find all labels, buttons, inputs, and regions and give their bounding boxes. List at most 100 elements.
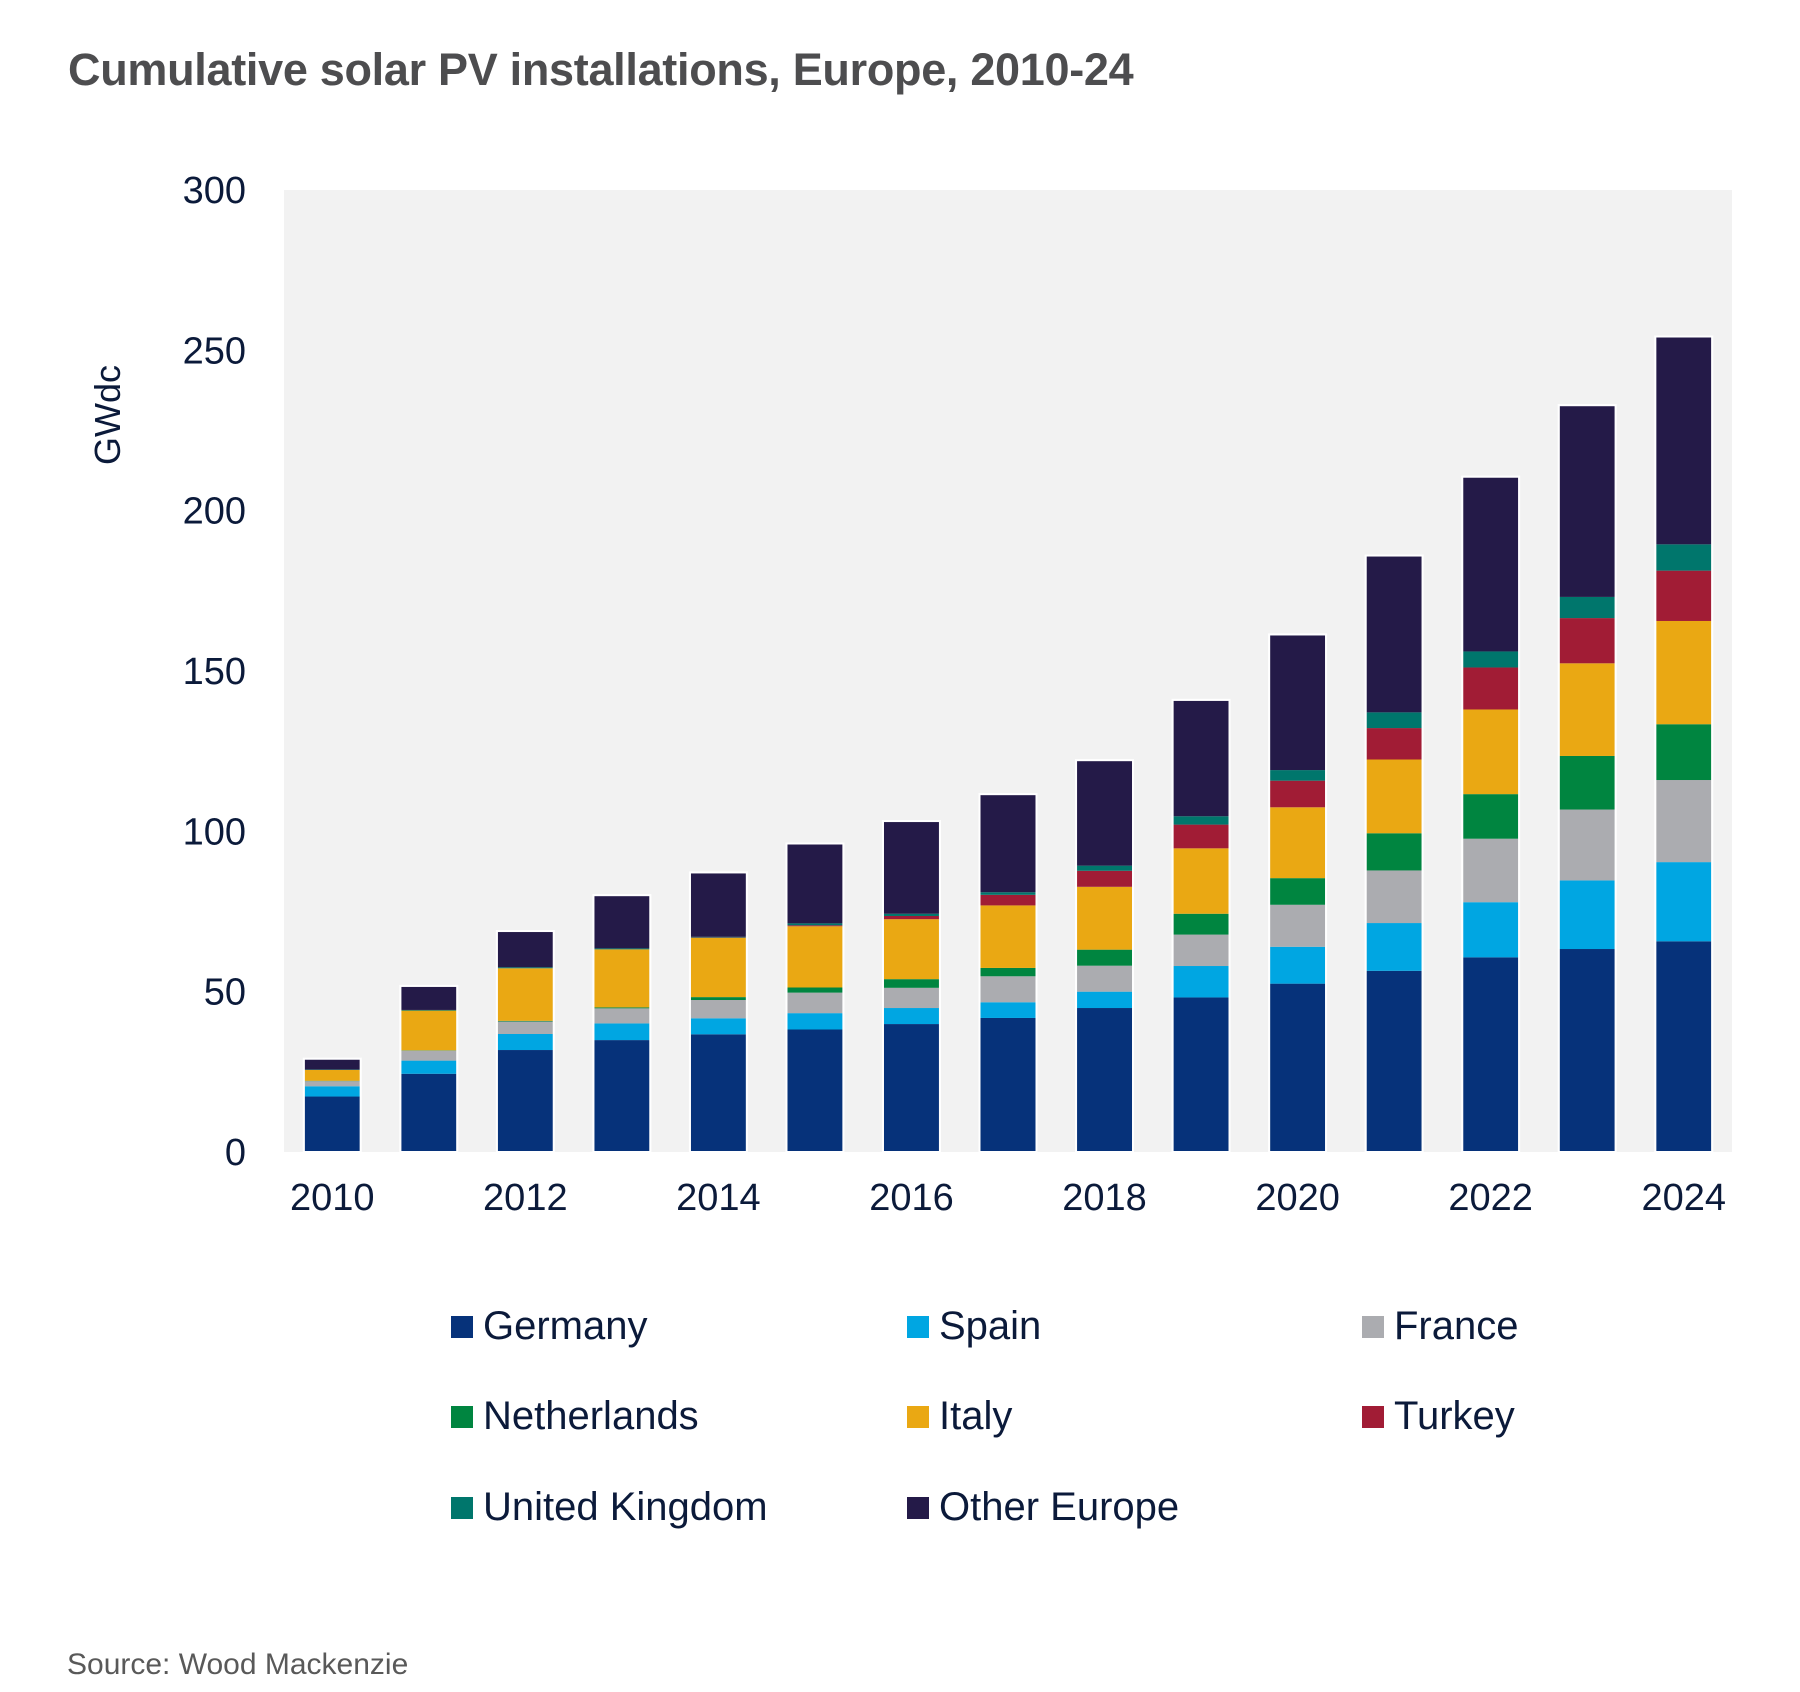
bar-segment-united-kingdom-2019 <box>1173 816 1229 825</box>
bar-outline <box>495 930 555 1153</box>
bar-segment-turkey-2017 <box>980 894 1036 906</box>
source-note: Source: Wood Mackenzie <box>67 1648 409 1681</box>
bar-segment-united-kingdom-2021 <box>1366 712 1422 729</box>
bar-segment-italy-2011 <box>401 1010 457 1051</box>
bar-segment-spain-2011 <box>401 1060 457 1074</box>
bar-segment-other-europe-2021 <box>1366 556 1422 713</box>
bar-segment-germany-2012 <box>497 1050 553 1152</box>
bar-outline <box>1654 335 1714 1153</box>
x-tick-label: 2012 <box>483 1177 568 1219</box>
x-tick-label: 2024 <box>1641 1177 1726 1219</box>
legend-item-other-europe: Other Europe <box>907 1485 1179 1530</box>
bar-segment-italy-2013 <box>594 949 650 1008</box>
y-tick-label: 150 <box>183 651 246 693</box>
bar-stack-2018 <box>1075 759 1135 1154</box>
bar-segment-italy-2015 <box>787 926 843 988</box>
bar-segment-germany-2010 <box>304 1096 360 1152</box>
bar-segment-germany-2021 <box>1366 970 1422 1152</box>
bar-stack-2021 <box>1364 554 1424 1153</box>
bar-segment-other-europe-2014 <box>690 873 746 937</box>
bar-outline <box>1557 404 1617 1153</box>
bar-segment-france-2024 <box>1656 780 1712 863</box>
y-tick-label: 0 <box>225 1132 246 1174</box>
bar-segment-spain-2018 <box>1077 991 1133 1009</box>
legend-label: Netherlands <box>483 1394 699 1438</box>
bar-segment-netherlands-2021 <box>1366 833 1422 871</box>
x-tick-label: 2014 <box>676 1177 761 1219</box>
bar-segment-netherlands-2017 <box>980 967 1036 977</box>
bar-segment-france-2017 <box>980 976 1036 1003</box>
bar-segment-other-europe-2020 <box>1270 635 1326 771</box>
y-tick-label: 200 <box>183 491 246 533</box>
bar-segment-spain-2017 <box>980 1002 1036 1018</box>
x-tick-label: 2020 <box>1255 1177 1340 1219</box>
bar-segment-spain-2015 <box>787 1013 843 1030</box>
bar-segment-germany-2014 <box>690 1034 746 1152</box>
x-tick-label: 2016 <box>869 1177 954 1219</box>
bar-outline <box>1364 554 1424 1153</box>
bar-outline <box>978 793 1038 1154</box>
x-tick-label: 2022 <box>1448 1177 1533 1219</box>
bar-segment-france-2018 <box>1077 965 1133 992</box>
chart-title: Cumulative solar PV installations, Europ… <box>68 44 1134 95</box>
bar-segment-netherlands-2023 <box>1559 755 1615 810</box>
bar-segment-united-kingdom-2015 <box>787 923 843 926</box>
bar-segment-other-europe-2018 <box>1077 761 1133 866</box>
bar-segment-netherlands-2022 <box>1463 794 1519 839</box>
legend-label: France <box>1394 1304 1519 1348</box>
bar-segment-netherlands-2024 <box>1656 724 1712 781</box>
legend-swatch <box>1362 1405 1384 1428</box>
bar-segment-other-europe-2011 <box>401 986 457 1010</box>
bar-segment-spain-2024 <box>1656 862 1712 942</box>
bar-segment-italy-2024 <box>1656 620 1712 725</box>
legend-label: United Kingdom <box>483 1485 768 1529</box>
bars <box>302 335 1714 1154</box>
bar-segment-other-europe-2019 <box>1173 700 1229 817</box>
legend-label: Turkey <box>1394 1394 1515 1438</box>
bar-segment-germany-2015 <box>787 1029 843 1152</box>
legend-swatch <box>451 1496 473 1519</box>
bar-outline <box>1171 698 1231 1154</box>
legend-swatch <box>1362 1315 1384 1338</box>
legend-item-turkey: Turkey <box>1362 1394 1515 1439</box>
legend-label: Italy <box>939 1394 1013 1438</box>
bar-segment-united-kingdom-2020 <box>1270 770 1326 781</box>
bar-segment-france-2019 <box>1173 934 1229 967</box>
bar-segment-france-2014 <box>690 1000 746 1019</box>
bar-segment-united-kingdom-2018 <box>1077 865 1133 871</box>
bar-segment-other-europe-2013 <box>594 896 650 949</box>
y-tick-label: 100 <box>183 811 246 853</box>
bar-outline <box>785 842 845 1153</box>
bar-segment-united-kingdom-2017 <box>980 892 1036 895</box>
bar-outline <box>399 984 459 1154</box>
bar-segment-france-2015 <box>787 992 843 1014</box>
bar-stack-2024 <box>1654 335 1714 1153</box>
legend-item-united-kingdom: United Kingdom <box>451 1485 768 1530</box>
bar-stack-2014 <box>688 871 748 1153</box>
bar-segment-netherlands-2015 <box>787 987 843 993</box>
bar-segment-italy-2016 <box>883 919 939 980</box>
x-tick-label: 2018 <box>1062 1177 1147 1219</box>
y-axis-label: GWdc <box>87 365 128 465</box>
bar-segment-united-kingdom-2012 <box>497 967 553 969</box>
bar-segment-spain-2013 <box>594 1023 650 1041</box>
bar-segment-other-europe-2023 <box>1559 406 1615 597</box>
bar-outline <box>1075 759 1135 1154</box>
bar-outline <box>688 871 748 1153</box>
bar-segment-united-kingdom-2011 <box>401 1009 457 1011</box>
bar-segment-turkey-2016 <box>883 915 939 920</box>
bar-segment-italy-2022 <box>1463 709 1519 795</box>
bar-outline <box>592 894 652 1153</box>
legend-swatch <box>907 1315 929 1338</box>
bar-segment-netherlands-2018 <box>1077 949 1133 966</box>
bar-segment-italy-2010 <box>304 1069 360 1081</box>
bar-segment-united-kingdom-2022 <box>1463 651 1519 668</box>
bar-segment-turkey-2022 <box>1463 667 1519 710</box>
bar-stack-2013 <box>592 894 652 1153</box>
bar-segment-germany-2013 <box>594 1040 650 1152</box>
bar-segment-france-2016 <box>883 987 939 1009</box>
bar-segment-italy-2018 <box>1077 886 1133 950</box>
bar-segment-germany-2020 <box>1270 983 1326 1152</box>
bar-segment-spain-2021 <box>1366 923 1422 971</box>
bar-stack-2016 <box>881 820 941 1153</box>
